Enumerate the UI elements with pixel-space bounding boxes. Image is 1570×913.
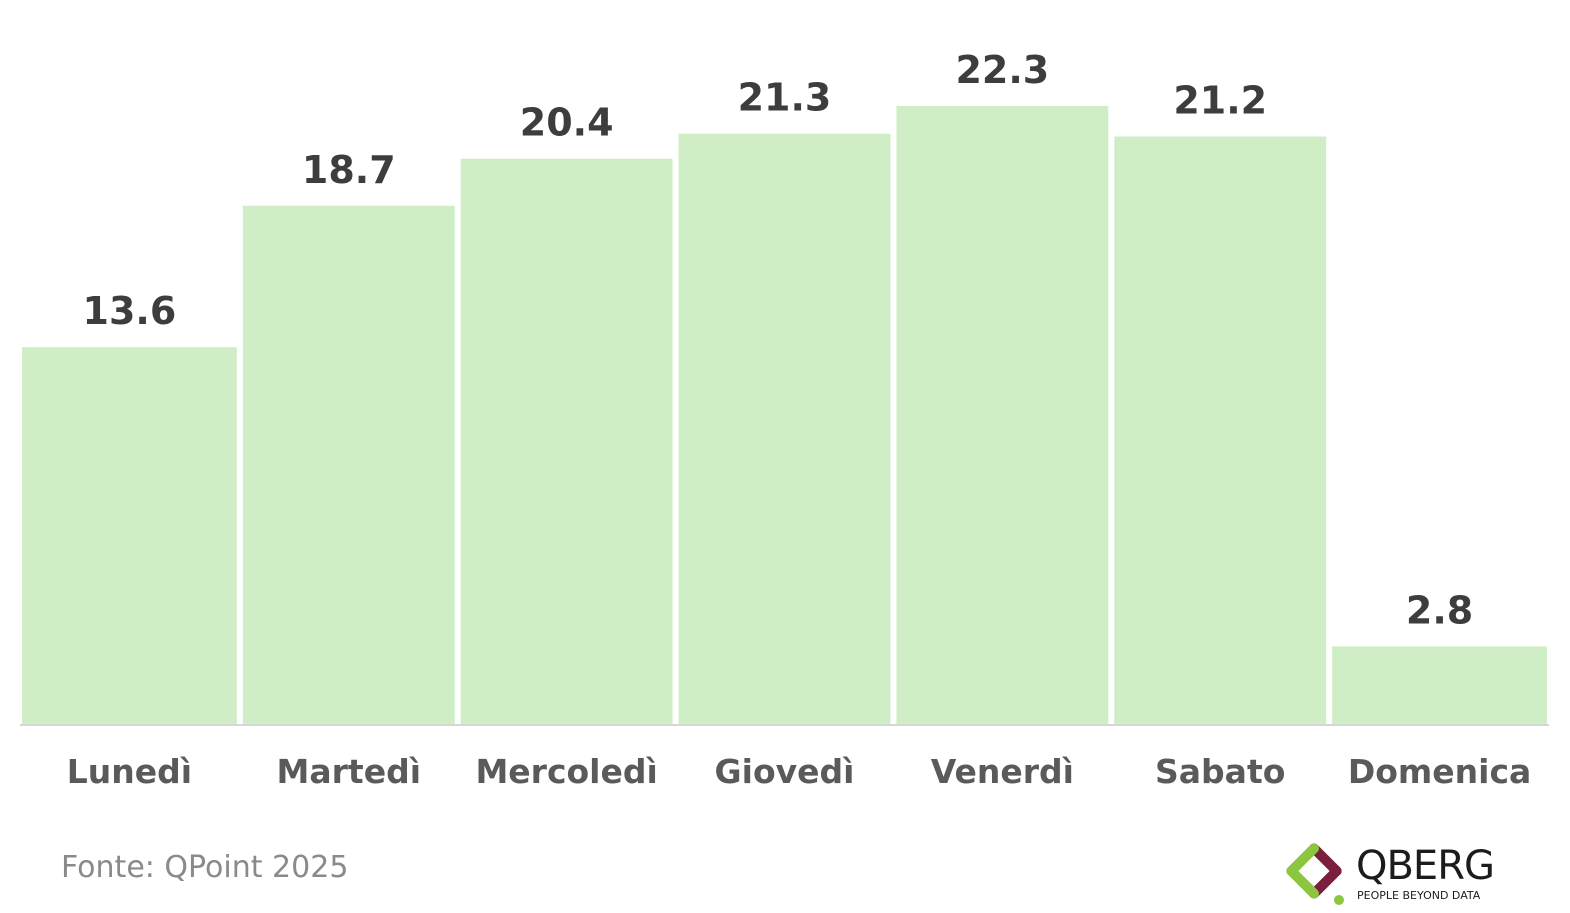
bar-4: [896, 106, 1109, 724]
category-label-4: Venerdì: [931, 752, 1074, 791]
category-label-5: Sabato: [1155, 752, 1285, 791]
category-label-2: Mercoledì: [475, 752, 657, 791]
logo-wordmark: QBERG: [1356, 843, 1495, 889]
bar-5: [1114, 136, 1327, 724]
data-label-3: 21.3: [738, 76, 832, 120]
category-label-3: Giovedì: [715, 752, 855, 791]
source-note: Fonte: QPoint 2025: [61, 850, 349, 885]
data-label-1: 18.7: [302, 148, 396, 192]
data-label-2: 20.4: [520, 101, 614, 145]
bar-1: [242, 205, 455, 724]
qberg-diamond-icon: [1286, 843, 1344, 905]
category-label-6: Domenica: [1348, 752, 1531, 791]
data-label-5: 21.2: [1173, 78, 1267, 122]
category-label-1: Martedì: [277, 752, 421, 791]
qberg-logo: QBERG PEOPLE BEYOND DATA: [1283, 840, 1503, 906]
data-label-6: 2.8: [1406, 588, 1473, 632]
data-label-0: 13.6: [83, 289, 177, 333]
logo-tagline: PEOPLE BEYOND DATA: [1357, 889, 1481, 902]
bar-0: [22, 347, 237, 724]
bar-2: [460, 158, 673, 724]
bar-6: [1332, 646, 1547, 724]
data-label-4: 22.3: [955, 48, 1049, 92]
category-label-0: Lunedì: [67, 752, 192, 791]
bar-3: [678, 133, 891, 724]
